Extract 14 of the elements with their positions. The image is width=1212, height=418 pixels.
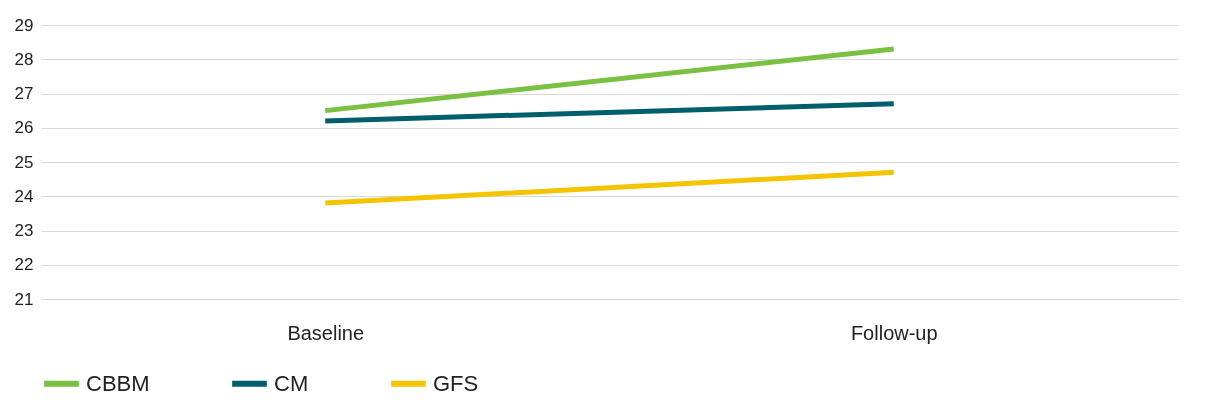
legend-label: CBBM: [86, 370, 150, 396]
x-tick-label: Follow-up: [850, 321, 938, 344]
y-tick-label: 22: [14, 255, 34, 275]
y-tick-label: 21: [14, 289, 34, 309]
y-tick-label: 26: [14, 118, 34, 138]
legend-label: GFS: [433, 370, 479, 396]
y-tick-label: 28: [14, 49, 34, 69]
y-tick-label: 29: [14, 15, 34, 35]
y-tick-label: 27: [14, 84, 34, 103]
legend-label: CM: [274, 370, 309, 396]
y-tick-label: 24: [14, 186, 34, 206]
y-tick-label: 23: [14, 221, 34, 240]
y-tick-label: 25: [14, 152, 34, 172]
x-tick-label: Baseline: [287, 321, 365, 344]
